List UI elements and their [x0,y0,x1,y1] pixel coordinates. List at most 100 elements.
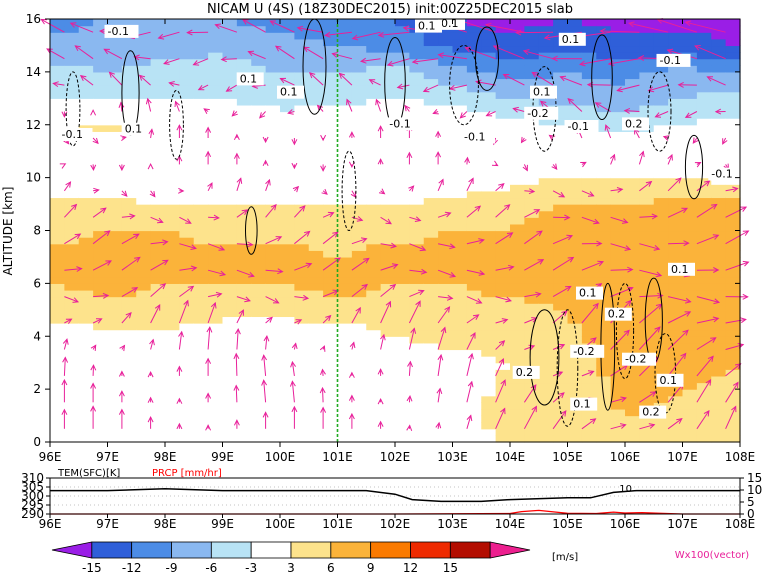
shade-cell [78,428,94,436]
vector-arrow [639,215,657,218]
vector-head [533,209,541,215]
shade-cell [596,190,612,199]
shade-cell [696,85,712,93]
contour-label: -0.2 [527,107,548,120]
vector-head [377,368,384,375]
shade-cell [510,164,525,172]
shade-cell [682,217,698,225]
shade-cell [366,382,382,390]
vector-head [734,363,742,370]
shade-cell [423,118,439,126]
shade-cell [366,375,382,384]
shade-cell [121,276,137,284]
shade-cell [323,276,339,284]
shade-cell [93,323,109,331]
shade-cell [351,45,367,53]
shade-cell [236,336,252,344]
shade-cell [610,197,626,205]
shade-cell [625,250,640,258]
shade-cell [481,270,497,278]
shade-cell [553,422,569,430]
shade-cell [725,137,741,146]
shade-cell [610,19,626,27]
vector-head [72,297,80,303]
shade-cell [165,422,180,430]
vector-head [61,378,68,386]
shade-cell [179,263,195,271]
shade-cell [481,71,497,80]
colorbar-tick-label: 6 [327,561,335,575]
vector-arrow [322,212,334,218]
shade-cell [165,263,180,271]
shade-cell [711,137,727,146]
vector-head [356,216,364,222]
vector-head [592,302,599,310]
vector-head [637,55,645,61]
vector-arrow [207,269,226,276]
shade-cell [222,296,238,304]
shade-cell [639,137,655,146]
shade-cell [725,336,741,344]
shade-cell [107,256,123,265]
shade-cell [711,104,727,113]
contour-label-bg [277,85,304,99]
shade-cell [567,111,583,119]
shade-cell [639,204,655,212]
shade-cell [337,137,353,146]
shade-cell [308,25,324,33]
shade-cell [610,237,626,245]
shade-cell [121,151,137,159]
shade-cell [280,137,295,146]
vector-head [205,392,212,399]
shade-cell [366,389,382,397]
shade-cell [409,402,425,410]
shade-cell [596,428,612,436]
shade-cell [280,356,295,364]
shade-cell [553,118,569,126]
shade-cell [236,91,252,99]
shade-cell [452,395,468,403]
panel-left-tick-label: 295 [21,498,44,512]
vector-arrow [120,102,123,112]
shade-cell [351,204,367,212]
shade-cell [323,316,339,324]
shade-cell [538,323,554,331]
shade-cell [136,217,152,225]
shade-cell [553,316,569,324]
vector-head [351,34,359,41]
shade-cell [351,296,367,304]
shade-cell [294,52,310,60]
shade-cell [581,177,597,185]
shade-cell [668,223,684,232]
shade-cell [481,144,497,152]
shade-cell [668,45,684,53]
shade-cell [93,428,109,436]
shade-cell [409,171,425,179]
shade-cell [78,243,94,251]
shade-cell [682,349,698,357]
shade-cell [222,428,238,436]
shade-cell [481,197,497,205]
shade-cell [466,428,482,436]
panel-annotation: 10 [619,484,632,495]
shade-cell [294,342,310,351]
shade-cell [308,65,324,73]
shade-cell [510,356,525,364]
shade-cell [165,171,180,179]
shade-cell [466,118,482,126]
shade-cell [150,19,166,27]
shade-cell [236,289,252,298]
shade-cell [409,137,425,146]
shade-cell [524,78,540,86]
shade-cell [466,144,482,152]
shade-cell [495,375,511,384]
shade-cell [553,256,569,265]
shade-cell [395,197,410,205]
shade-cell [481,422,497,430]
shade-cell [438,303,454,311]
shade-cell [193,362,209,370]
shade-cell [495,52,511,60]
shade-cell [265,32,281,40]
shade-cell [553,243,569,251]
shade-cell [596,230,612,238]
